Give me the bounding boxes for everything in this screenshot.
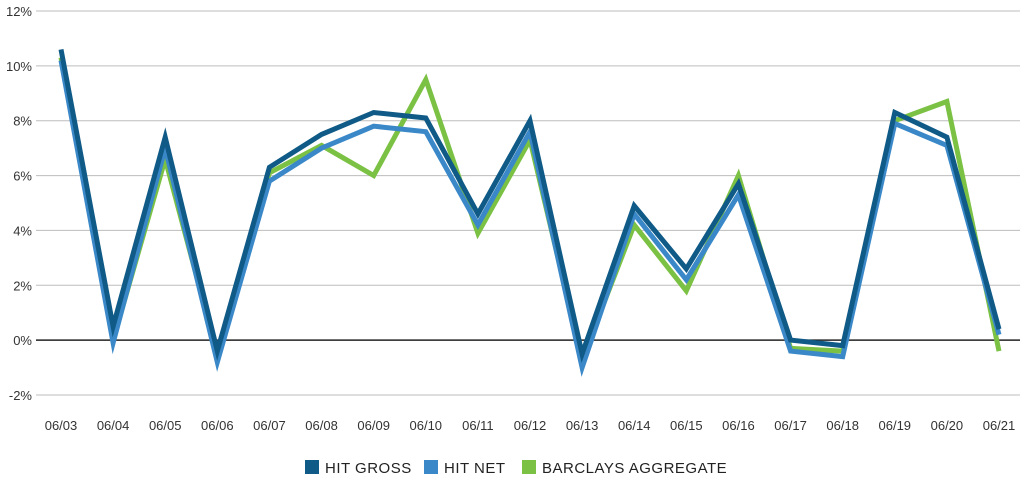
- x-tick-label: 06/15: [670, 418, 703, 433]
- x-tick-label: 06/19: [879, 418, 912, 433]
- legend-label-hit-gross: HIT GROSS: [325, 460, 412, 477]
- x-tick-label: 06/07: [253, 418, 286, 433]
- series-line-hit-gross: [58, 48, 1002, 363]
- x-tick-label: 06/14: [618, 418, 651, 433]
- y-tick-label: 12%: [6, 4, 32, 19]
- legend: HIT GROSS HIT NET BARCLAYS AGGREGATE: [305, 460, 727, 477]
- legend-swatch-hit-net: [424, 460, 438, 474]
- x-tick-label: 06/11: [462, 418, 494, 433]
- x-tick-label: 06/10: [410, 418, 443, 433]
- x-tick-label: 06/03: [45, 418, 78, 433]
- y-tick-label: 6%: [13, 169, 32, 184]
- y-tick-label: 10%: [6, 59, 32, 74]
- y-tick-label: -2%: [9, 388, 33, 403]
- series-line-hit-net: [58, 59, 1002, 377]
- x-tick-label: 06/08: [305, 418, 338, 433]
- legend-label-barclays-aggregate: BARCLAYS AGGREGATE: [542, 460, 727, 477]
- x-tick-label: 06/05: [149, 418, 182, 433]
- x-tick-label: 06/06: [201, 418, 234, 433]
- y-tick-label: 0%: [13, 333, 32, 348]
- x-tick-label: 06/18: [826, 418, 859, 433]
- x-tick-label: 06/09: [357, 418, 390, 433]
- series-line-barclays-aggregate: [58, 57, 1002, 368]
- y-tick-label: 2%: [13, 278, 32, 293]
- series-lines: [58, 48, 1002, 377]
- legend-swatch-barclays-aggregate: [522, 460, 536, 474]
- x-tick-label: 06/12: [514, 418, 547, 433]
- x-tick-label: 06/16: [722, 418, 755, 433]
- x-axis-ticks: 06/03 06/04 06/05 06/06 06/07 06/08 06/09 06/10…: [45, 418, 1016, 433]
- y-tick-label: 8%: [13, 114, 32, 129]
- x-tick-label: 06/17: [774, 418, 807, 433]
- legend-swatch-hit-gross: [305, 460, 319, 474]
- x-tick-label: 06/20: [931, 418, 964, 433]
- y-axis-ticks: -2% 0% 2% 4% 6% 8% 10% 12%: [6, 4, 32, 403]
- legend-label-hit-net: HIT NET: [444, 460, 506, 477]
- x-tick-label: 06/04: [97, 418, 130, 433]
- y-tick-label: 4%: [13, 223, 32, 238]
- x-tick-label: 06/21: [983, 418, 1016, 433]
- x-tick-label: 06/13: [566, 418, 599, 433]
